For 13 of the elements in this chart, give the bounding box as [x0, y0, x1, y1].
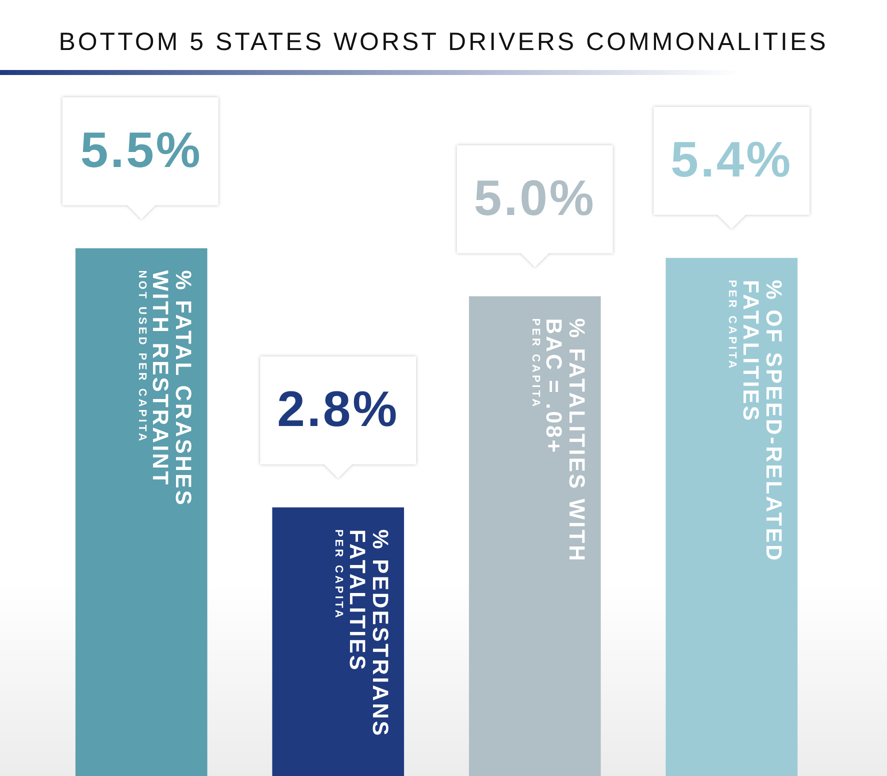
- x-tick-label: % PEDESTRIANS FATALITIES PER CAPITA: [332, 529, 393, 738]
- data-label: 5.0%: [474, 170, 596, 226]
- data-label: 2.8%: [277, 381, 400, 438]
- data-label: 5.4%: [670, 132, 793, 188]
- data-label: 5.5%: [80, 122, 202, 178]
- bar: [75, 248, 208, 776]
- bar: [272, 507, 404, 776]
- x-tick-label: % FATALITIES WITH BAC = .08+ PER CAPITA: [529, 318, 590, 563]
- bar: [666, 258, 798, 776]
- x-tick-label: % FATAL CRASHES WITH RESTRAINT NOT USED PER CAPITA: [136, 270, 196, 507]
- chart-title: BOTTOM 5 STATES WORST DRIVERS COMMONALITIES: [58, 28, 830, 57]
- bar: [468, 296, 601, 776]
- x-tick-label: % OF SPEED-RELATED FATALITIES PER CAPITA: [726, 280, 786, 562]
